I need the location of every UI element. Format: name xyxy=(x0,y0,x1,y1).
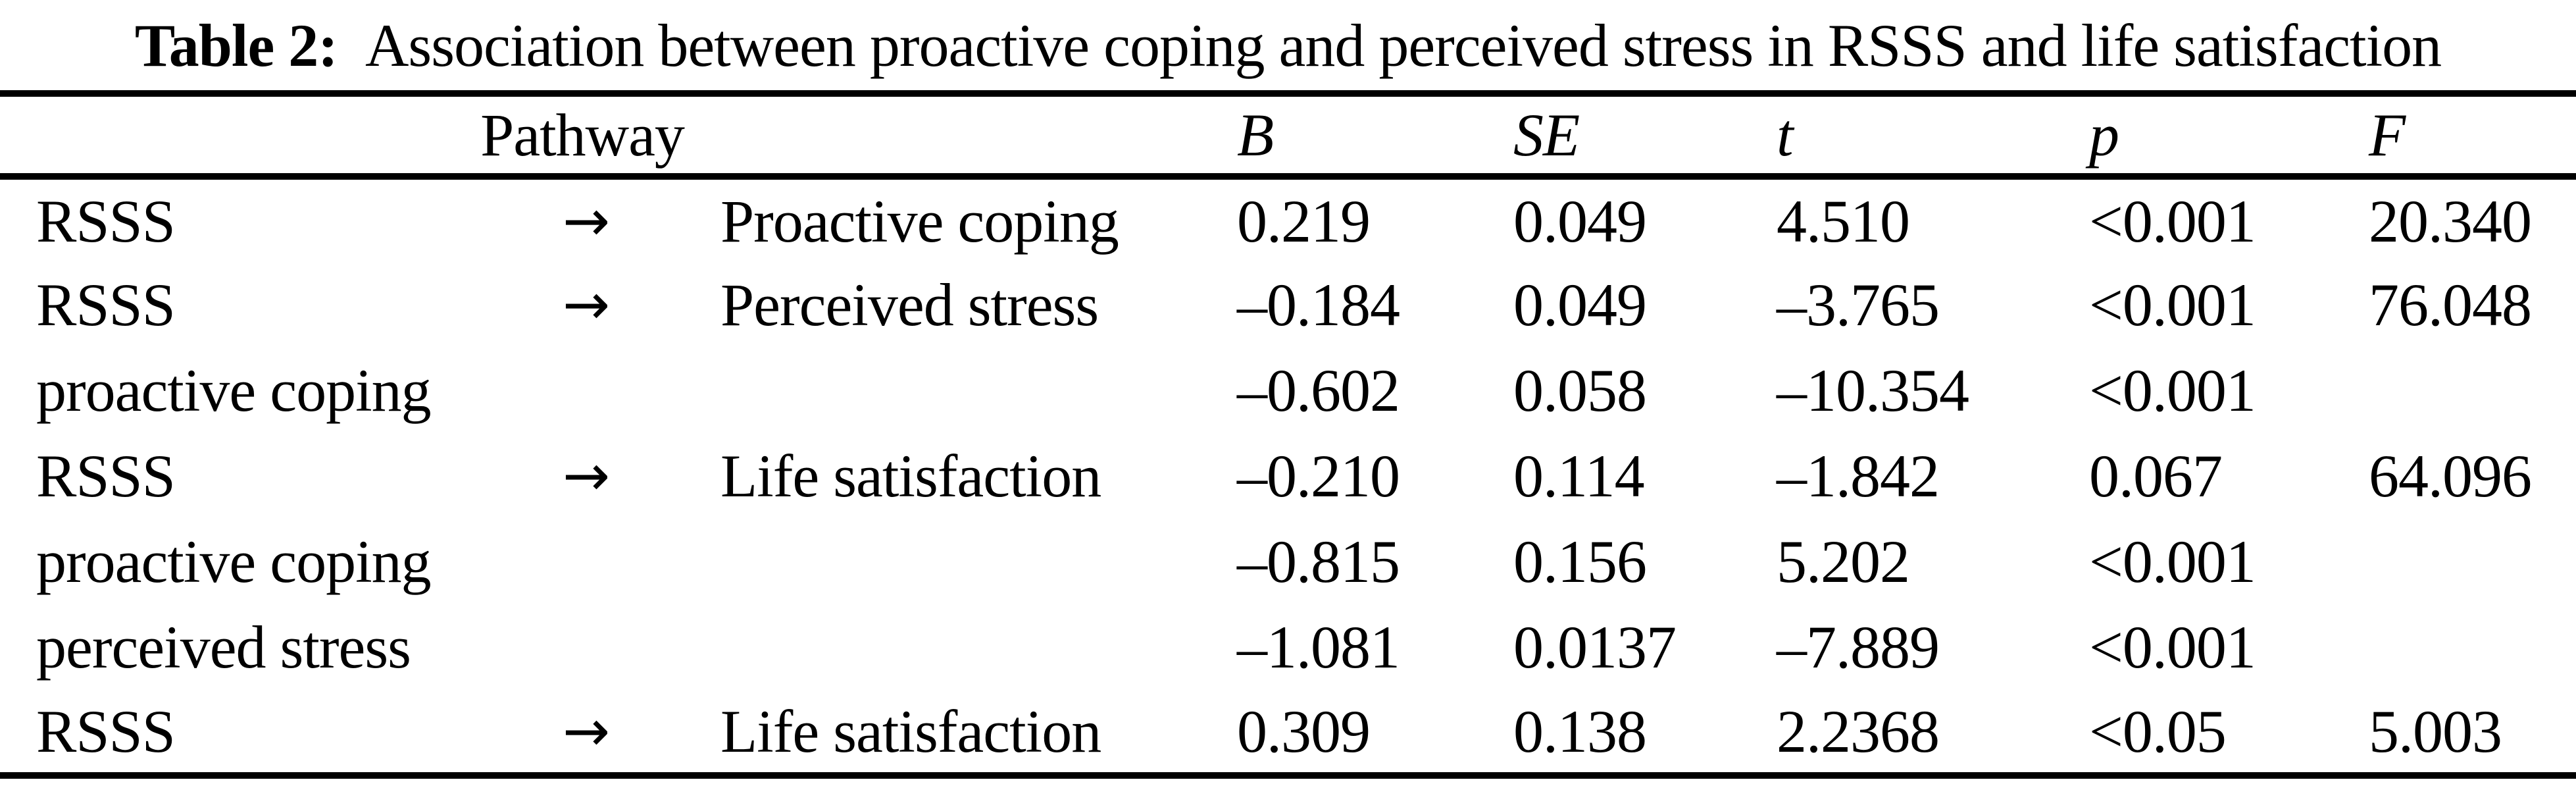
cell-p: <0.001 xyxy=(2089,271,2256,338)
table-row: RSSS → Perceived stress –0.184 0.049 –3.… xyxy=(0,262,2576,348)
table-row: proactive coping –0.602 0.058 –10.354 <0… xyxy=(0,348,2576,433)
cell-t: –1.842 xyxy=(1777,442,1940,510)
cell-se: 0.138 xyxy=(1513,697,1647,765)
cell-f: 5.003 xyxy=(2369,697,2502,765)
arrow-right-icon xyxy=(563,348,720,433)
cell-f xyxy=(2369,519,2576,604)
arrow-right-icon: → xyxy=(563,272,610,338)
cell-target: Life satisfaction xyxy=(720,697,1101,765)
cell-p: <0.05 xyxy=(2089,697,2227,765)
header-b: B xyxy=(1237,101,1274,169)
header-se: SE xyxy=(1513,101,1580,169)
cell-t: –3.765 xyxy=(1777,271,1940,338)
cell-p: <0.001 xyxy=(2089,528,2256,595)
cell-target xyxy=(720,348,1237,433)
cell-t: –7.889 xyxy=(1777,614,1940,681)
cell-f xyxy=(2369,348,2576,433)
cell-source: RSSS xyxy=(36,697,176,765)
table-row: proactive coping –0.815 0.156 5.202 <0.0… xyxy=(0,519,2576,604)
cell-f: 20.340 xyxy=(2369,187,2532,255)
cell-b: 0.219 xyxy=(1237,187,1371,255)
cell-f: 76.048 xyxy=(2369,271,2532,338)
cell-t: 5.202 xyxy=(1777,528,1910,595)
cell-t: –10.354 xyxy=(1777,357,1969,424)
header-t: t xyxy=(1777,101,1794,169)
cell-se: 0.156 xyxy=(1513,528,1647,595)
table-row: RSSS → Proactive coping 0.219 0.049 4.51… xyxy=(0,176,2576,262)
cell-b: –0.815 xyxy=(1237,528,1400,595)
header-p: p xyxy=(2089,101,2119,169)
cell-se: 0.114 xyxy=(1513,442,1645,510)
arrow-right-icon: → xyxy=(563,443,610,509)
cell-target: Proactive coping xyxy=(720,187,1119,255)
stats-table: Pathway B SE t p F RSSS → Proactive copi… xyxy=(0,90,2576,779)
arrow-right-icon xyxy=(563,519,720,604)
cell-target: Life satisfaction xyxy=(720,442,1101,510)
cell-se: 0.049 xyxy=(1513,187,1647,255)
cell-b: –1.081 xyxy=(1237,614,1400,681)
cell-p: <0.001 xyxy=(2089,614,2256,681)
table-caption-text: Association between proactive coping and… xyxy=(365,11,2442,79)
cell-se: 0.058 xyxy=(1513,357,1647,424)
cell-b: –0.210 xyxy=(1237,442,1400,510)
cell-target xyxy=(720,519,1237,604)
cell-t: 2.2368 xyxy=(1777,697,1940,765)
cell-p: 0.067 xyxy=(2089,442,2223,510)
arrow-right-icon xyxy=(563,604,720,690)
cell-se: 0.049 xyxy=(1513,271,1647,338)
cell-target: Perceived stress xyxy=(720,271,1099,338)
cell-t: 4.510 xyxy=(1777,187,1910,255)
cell-b: 0.309 xyxy=(1237,697,1371,765)
cell-p: <0.001 xyxy=(2089,187,2256,255)
cell-source: perceived stress xyxy=(36,614,411,681)
cell-source: RSSS xyxy=(36,187,176,255)
cell-se: 0.0137 xyxy=(1513,614,1677,681)
cell-source: RSSS xyxy=(36,442,176,510)
table-caption-label: Table 2: xyxy=(134,11,338,79)
header-f: F xyxy=(2369,101,2406,169)
arrow-right-icon: → xyxy=(563,698,610,764)
table-caption: Table 2: Association between proactive c… xyxy=(0,0,2576,90)
cell-b: –0.184 xyxy=(1237,271,1400,338)
cell-b: –0.602 xyxy=(1237,357,1400,424)
cell-f: 64.096 xyxy=(2369,442,2532,510)
arrow-right-icon: → xyxy=(563,188,610,254)
header-row: Pathway B SE t p F xyxy=(0,93,2576,176)
header-pathway: Pathway xyxy=(480,101,685,169)
table-row: perceived stress –1.081 0.0137 –7.889 <0… xyxy=(0,604,2576,690)
cell-f xyxy=(2369,604,2576,690)
cell-source: proactive coping xyxy=(36,528,432,595)
cell-source: proactive coping xyxy=(36,357,432,424)
table-row: RSSS → Life satisfaction 0.309 0.138 2.2… xyxy=(0,690,2576,775)
cell-source: RSSS xyxy=(36,271,176,338)
cell-p: <0.001 xyxy=(2089,357,2256,424)
cell-target xyxy=(720,604,1237,690)
table-row: RSSS → Life satisfaction –0.210 0.114 –1… xyxy=(0,433,2576,519)
